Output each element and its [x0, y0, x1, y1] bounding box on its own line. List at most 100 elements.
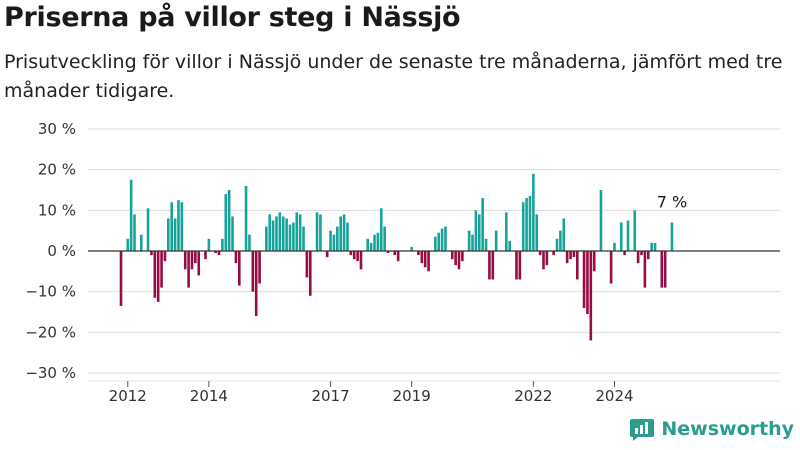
bar — [484, 238, 488, 251]
bar — [613, 242, 616, 251]
x-tick-label: 2012 — [109, 387, 147, 405]
bar — [592, 251, 596, 272]
brand-logo: Newsworthy — [629, 414, 794, 444]
bar — [183, 251, 187, 270]
y-tick-label: −30 % — [25, 364, 76, 382]
bar — [302, 226, 305, 251]
bar — [217, 251, 221, 256]
bar — [437, 232, 441, 251]
bar — [494, 230, 498, 251]
bar — [221, 238, 224, 251]
bar — [545, 251, 549, 266]
bar — [238, 251, 241, 286]
bar — [386, 251, 390, 254]
y-tick-label: 20 % — [38, 161, 76, 179]
bar — [214, 251, 217, 254]
bar — [535, 214, 539, 251]
bar — [254, 251, 258, 317]
bar — [167, 218, 170, 251]
x-tick-label: 2022 — [514, 387, 552, 405]
bar — [461, 251, 464, 262]
bar — [336, 226, 339, 251]
bar — [292, 222, 295, 251]
bar — [224, 194, 228, 251]
bar — [589, 251, 593, 341]
bar — [538, 251, 542, 256]
bar — [366, 238, 370, 251]
bar — [342, 214, 346, 251]
bar — [153, 251, 157, 298]
bar — [359, 251, 363, 270]
bar — [454, 251, 457, 266]
bar — [663, 251, 667, 288]
bar — [646, 251, 650, 260]
bar — [450, 251, 454, 260]
bar — [427, 251, 430, 272]
bar — [623, 251, 626, 256]
brand-name: Newsworthy — [661, 418, 794, 440]
newsworthy-logo-icon — [630, 419, 655, 441]
bar — [626, 220, 630, 251]
bar — [352, 251, 356, 260]
bar — [542, 251, 545, 270]
bar — [521, 202, 525, 251]
bar — [471, 234, 474, 251]
y-tick-label: 30 % — [38, 120, 76, 138]
bar — [508, 240, 511, 251]
bar — [190, 251, 194, 270]
bar — [393, 251, 397, 256]
bar — [339, 216, 342, 251]
bar — [477, 214, 481, 251]
bar — [173, 218, 177, 251]
bar — [633, 210, 637, 251]
bar — [643, 251, 647, 288]
bar — [315, 212, 319, 251]
bar — [156, 251, 160, 302]
bar — [204, 251, 207, 260]
bar — [481, 198, 484, 251]
bar — [227, 190, 231, 251]
bar — [170, 202, 173, 251]
bar — [586, 251, 589, 315]
bar — [163, 251, 167, 262]
bar — [160, 251, 163, 288]
bar — [518, 251, 522, 280]
bar — [417, 251, 420, 256]
bar — [298, 214, 302, 251]
bar — [562, 218, 566, 251]
bar — [396, 251, 400, 262]
bar — [420, 251, 424, 264]
bar — [271, 220, 275, 251]
bar — [369, 242, 373, 251]
bar — [515, 251, 518, 280]
bar — [650, 242, 653, 251]
x-axis-ticks: 2012 2014 2017 2019 2022 2024 — [88, 380, 780, 405]
bar — [288, 224, 292, 251]
bar — [525, 198, 528, 251]
bar — [528, 196, 532, 251]
y-tick-label: −10 % — [25, 283, 76, 301]
bar — [139, 234, 143, 251]
bar — [295, 212, 299, 251]
gridlines — [88, 128, 780, 374]
bar — [319, 214, 322, 251]
bar — [582, 251, 586, 308]
y-tick-label: 0 % — [47, 242, 76, 260]
bar — [150, 251, 153, 256]
x-tick-label: 2017 — [311, 387, 349, 405]
bar — [565, 251, 569, 264]
bar — [619, 222, 623, 251]
bar — [559, 230, 562, 251]
bar — [197, 251, 201, 276]
bar — [231, 216, 234, 251]
x-tick-label: 2019 — [393, 387, 431, 405]
bar — [440, 228, 444, 251]
bar — [180, 202, 184, 251]
bar — [576, 251, 579, 280]
bar — [434, 236, 437, 251]
y-tick-label: 10 % — [38, 201, 76, 219]
bar — [373, 234, 376, 251]
bar — [532, 173, 535, 251]
bar — [552, 251, 555, 256]
bar — [275, 216, 278, 251]
